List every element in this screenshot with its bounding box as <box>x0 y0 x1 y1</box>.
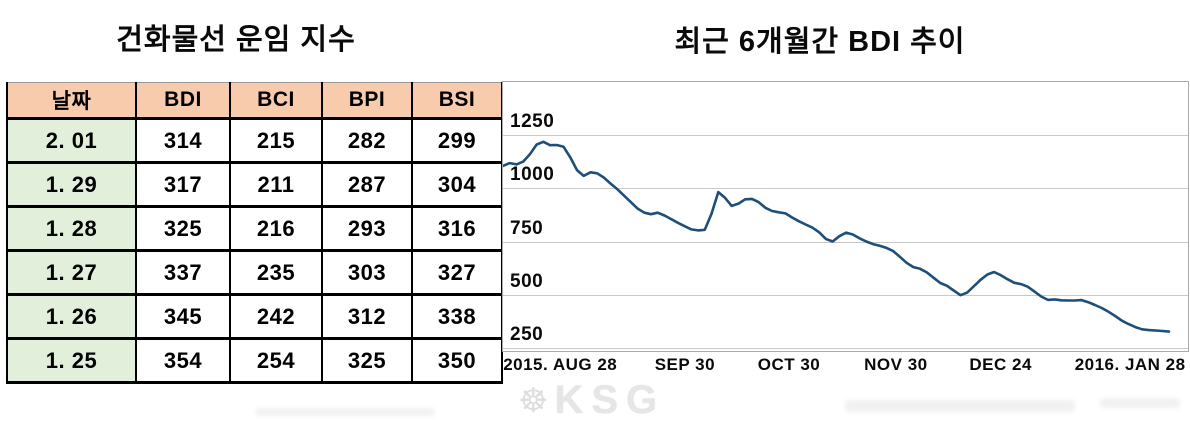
date-cell: 1. 27 <box>6 249 137 296</box>
value-cell: 338 <box>411 293 503 340</box>
x-axis-label-1: 2015. AUG 28 <box>503 355 618 374</box>
ksg-watermark: ☸ KSG <box>518 378 665 423</box>
table-body: 2. 01 314 215 282 299 1. 29 317 211 287 304 1. 28 3… <box>6 117 503 384</box>
value-cell: 235 <box>229 249 323 296</box>
value-cell: 350 <box>411 337 503 384</box>
print-artifact <box>255 408 435 416</box>
value-cell: 242 <box>229 293 323 340</box>
gridline-250 <box>503 348 1188 349</box>
y-axis-label-500: 500 <box>510 271 544 292</box>
value-cell: 325 <box>135 205 231 252</box>
value-cell: 304 <box>411 161 503 208</box>
table-header: 날짜 BDI BCI BPI BSI <box>6 82 503 120</box>
date-cell: 1. 29 <box>6 161 137 208</box>
freight-index-table: 날짜 BDI BCI BPI BSI 2. 01 314 215 282 299 1. 29 317… <box>6 82 503 384</box>
value-cell: 211 <box>229 161 323 208</box>
value-cell: 287 <box>321 161 413 208</box>
column-header-날짜: 날짜 <box>6 82 137 120</box>
print-artifact <box>1100 398 1180 408</box>
value-cell: 254 <box>229 337 323 384</box>
table-title: 건화물선 운임 지수 <box>116 24 356 56</box>
value-cell: 325 <box>321 337 413 384</box>
table-header-row: 날짜 BDI BCI BPI BSI <box>6 82 503 120</box>
value-cell: 299 <box>411 117 503 164</box>
bdi-series-line <box>503 140 1171 333</box>
x-axis-label-4: NOV 30 <box>864 355 928 374</box>
value-cell: 312 <box>321 293 413 340</box>
value-cell: 282 <box>321 117 413 164</box>
value-cell: 345 <box>135 293 231 340</box>
value-cell: 327 <box>411 249 503 296</box>
y-axis-label-1250: 1250 <box>510 111 555 132</box>
value-cell: 316 <box>411 205 503 252</box>
gridline-750 <box>503 242 1188 243</box>
value-cell: 354 <box>135 337 231 384</box>
gridline-500 <box>503 295 1188 296</box>
table-row: 1. 26 345 242 312 338 <box>6 293 503 340</box>
value-cell: 216 <box>229 205 323 252</box>
value-cell: 215 <box>229 117 323 164</box>
gridline-1000 <box>503 188 1188 189</box>
table-row: 1. 28 325 216 293 316 <box>6 205 503 252</box>
print-artifact <box>845 400 1075 412</box>
value-cell: 293 <box>321 205 413 252</box>
y-axis-label-750: 750 <box>510 218 544 239</box>
bdi-line-chart: 1250 1000 750 500 250 <box>502 81 1189 352</box>
x-axis-label-2: SEP 30 <box>654 355 716 374</box>
watermark-text: KSG <box>554 378 666 422</box>
table-row: 1. 25 354 254 325 350 <box>6 337 503 384</box>
value-cell: 303 <box>321 249 413 296</box>
column-header-bsi: BSI <box>411 82 503 120</box>
date-cell: 2. 01 <box>6 117 137 164</box>
column-header-bpi: BPI <box>321 82 413 120</box>
y-axis-label-1000: 1000 <box>510 164 555 185</box>
value-cell: 337 <box>135 249 231 296</box>
table-row: 1. 27 337 235 303 327 <box>6 249 503 296</box>
column-header-bci: BCI <box>229 82 323 120</box>
value-cell: 314 <box>135 117 231 164</box>
y-axis-label-250: 250 <box>510 324 544 345</box>
bdi-line-svg <box>503 140 1171 333</box>
x-axis-label-3: OCT 30 <box>757 355 821 374</box>
value-cell: 317 <box>135 161 231 208</box>
table-row: 1. 29 317 211 287 304 <box>6 161 503 208</box>
table-row: 2. 01 314 215 282 299 <box>6 117 503 164</box>
x-axis-label-6: 2016. JAN 28 <box>1074 355 1186 374</box>
gridline-1250 <box>503 135 1188 136</box>
column-header-bdi: BDI <box>135 82 231 120</box>
ship-wheel-icon: ☸ <box>518 381 549 420</box>
date-cell: 1. 25 <box>6 337 137 384</box>
date-cell: 1. 28 <box>6 205 137 252</box>
chart-title: 최근 6개월간 BDI 추이 <box>674 26 966 58</box>
date-cell: 1. 26 <box>6 293 137 340</box>
x-axis-label-5: DEC 24 <box>969 355 1032 374</box>
